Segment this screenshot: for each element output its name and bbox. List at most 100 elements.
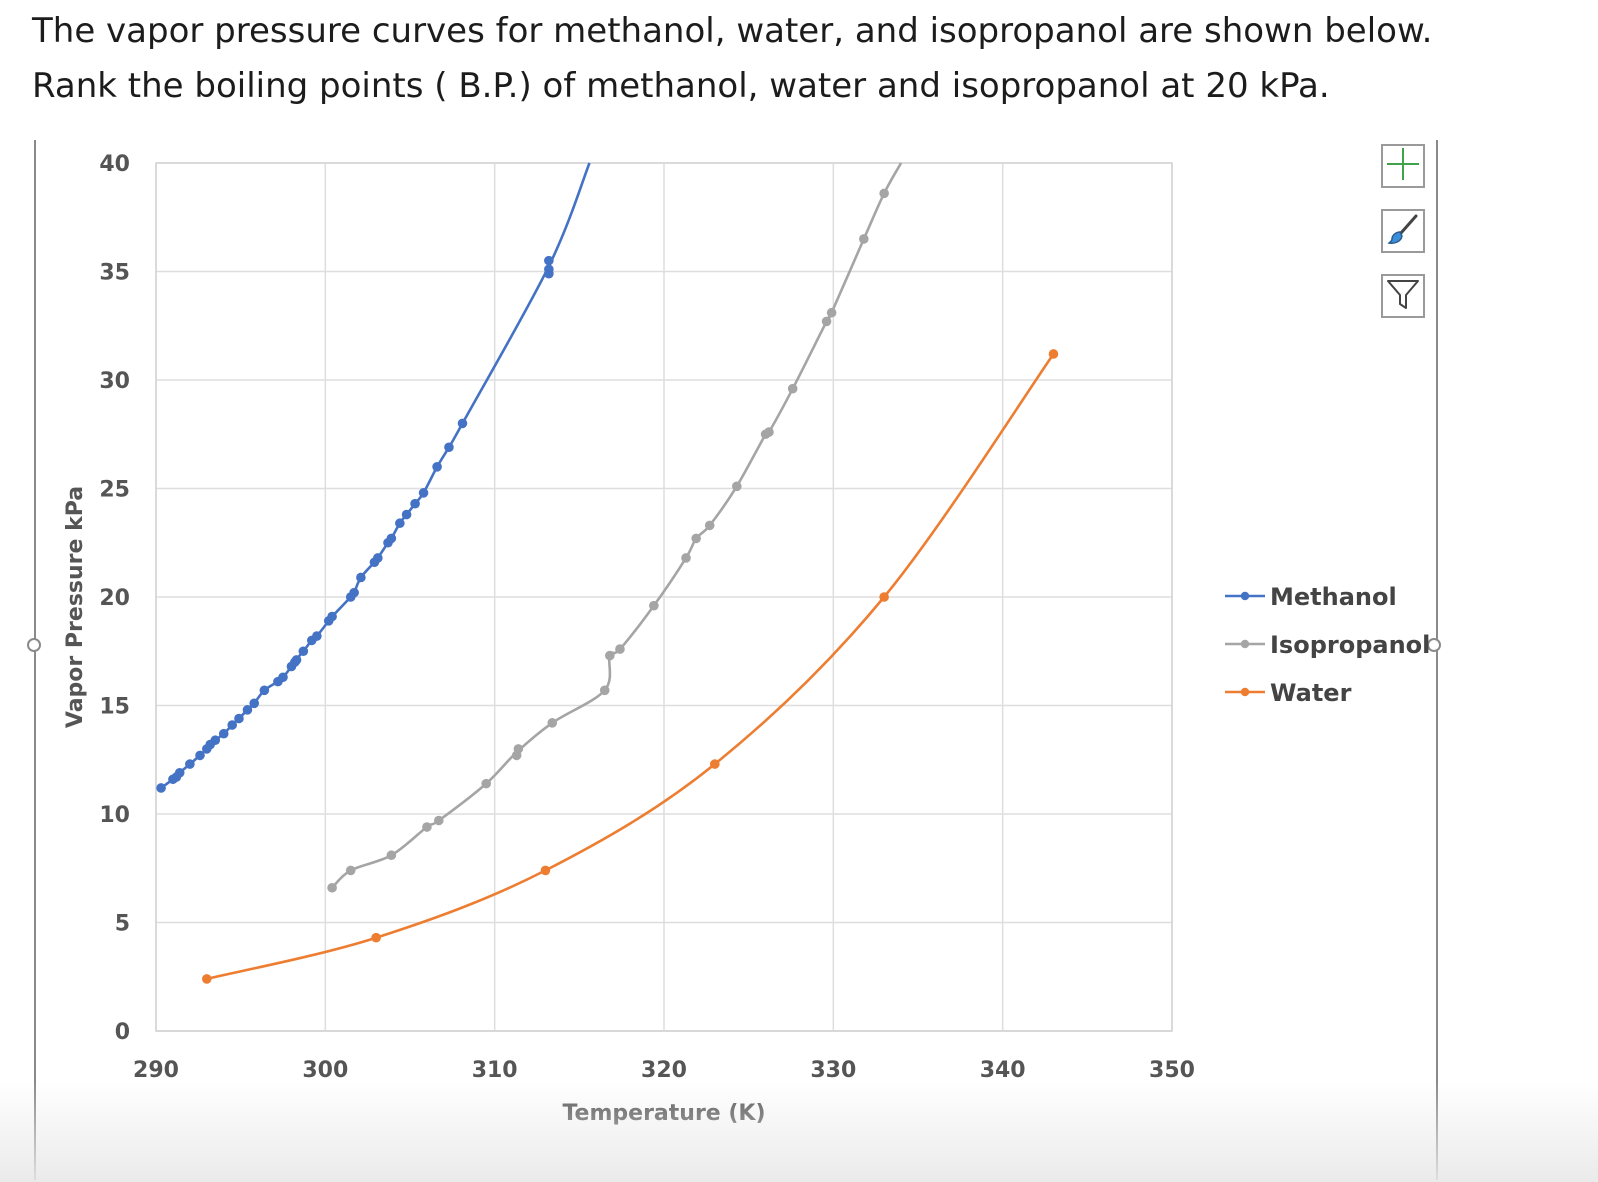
data-point-isopropanol[interactable] — [422, 822, 432, 832]
chart-filters-button[interactable] — [1381, 274, 1425, 318]
data-point-methanol[interactable] — [401, 509, 412, 520]
series-methanol[interactable] — [156, 162, 591, 793]
data-point-isopropanol[interactable] — [681, 553, 691, 563]
legend-swatch-marker — [1240, 639, 1250, 649]
data-point-isopropanol[interactable] — [704, 520, 715, 531]
data-point-isopropanol[interactable] — [547, 718, 558, 728]
legend-entry-isopropanol[interactable]: Isopropanol — [1225, 631, 1430, 659]
data-point-water[interactable] — [540, 865, 551, 876]
data-point-methanol[interactable] — [227, 720, 237, 730]
data-point-isopropanol[interactable] — [345, 865, 356, 876]
legend-label: Methanol — [1270, 583, 1397, 611]
data-point-methanol[interactable] — [249, 698, 260, 709]
data-point-methanol[interactable] — [349, 587, 359, 598]
data-point-methanol[interactable] — [278, 672, 288, 683]
data-point-water[interactable] — [371, 932, 381, 943]
data-point-isopropanol[interactable] — [826, 307, 837, 318]
data-point-water[interactable] — [879, 592, 889, 602]
data-point-isopropanol[interactable] — [764, 427, 774, 437]
data-point-isopropanol[interactable] — [605, 650, 615, 661]
data-point-methanol[interactable] — [218, 728, 229, 739]
data-point-isopropanol[interactable] — [513, 744, 524, 754]
legend-swatch-marker — [1240, 687, 1250, 697]
data-point-isopropanol[interactable] — [481, 778, 492, 789]
gridlines — [155, 162, 1173, 1032]
data-point-methanol[interactable] — [356, 572, 366, 583]
data-point-isopropanol[interactable] — [327, 882, 337, 893]
data-point-methanol[interactable] — [174, 767, 185, 778]
y-tick-label: 25 — [99, 478, 130, 503]
legend-label: Isopropanol — [1270, 631, 1430, 659]
x-tick-label: 320 — [641, 1058, 687, 1083]
data-point-methanol[interactable] — [386, 533, 397, 544]
data-point-methanol[interactable] — [185, 759, 195, 769]
data-point-isopropanol[interactable] — [732, 481, 742, 492]
resize-handle-left[interactable] — [27, 638, 41, 652]
data-point-isopropanol[interactable] — [879, 188, 889, 199]
data-point-methanol[interactable] — [327, 611, 337, 622]
legend-swatch-marker — [1240, 591, 1250, 601]
data-point-methanol[interactable] — [291, 655, 302, 665]
data-point-methanol[interactable] — [544, 264, 554, 275]
x-axis-title: Temperature (K) — [562, 1101, 765, 1126]
x-tick-label: 290 — [133, 1058, 179, 1083]
data-point-isopropanol[interactable] — [599, 685, 610, 696]
data-point-isopropanol[interactable] — [691, 533, 701, 544]
series-water[interactable] — [202, 349, 1059, 984]
legend-entry-water[interactable]: Water — [1225, 679, 1352, 707]
data-point-isopropanol[interactable] — [649, 600, 659, 611]
funnel-icon — [1385, 276, 1421, 317]
legend-entry-methanol[interactable]: Methanol — [1225, 583, 1397, 611]
data-point-methanol[interactable] — [298, 646, 309, 657]
data-point-isopropanol[interactable] — [787, 383, 798, 394]
paintbrush-icon — [1385, 211, 1421, 252]
series-line-water — [206, 353, 1055, 981]
data-point-methanol[interactable] — [544, 255, 554, 266]
data-point-water[interactable] — [710, 759, 720, 769]
data-point-methanol[interactable] — [234, 713, 244, 724]
data-point-methanol[interactable] — [373, 553, 383, 563]
data-point-methanol[interactable] — [410, 498, 420, 509]
y-tick-label: 5 — [115, 912, 130, 937]
data-point-methanol[interactable] — [395, 518, 405, 529]
data-point-isopropanol[interactable] — [821, 316, 832, 327]
chart-styles-button[interactable] — [1381, 209, 1425, 253]
legend-label: Water — [1270, 679, 1352, 707]
series-isopropanol[interactable] — [327, 162, 903, 893]
y-tick-label: 20 — [99, 586, 130, 611]
x-tick-label: 350 — [1149, 1058, 1195, 1083]
resize-handle-right[interactable] — [1427, 638, 1441, 652]
y-tick-label: 15 — [99, 695, 130, 720]
plus-icon — [1385, 146, 1421, 187]
data-point-methanol[interactable] — [457, 418, 468, 429]
chart-frame[interactable] — [34, 140, 1438, 1180]
x-tick-label: 340 — [980, 1058, 1026, 1083]
data-point-methanol[interactable] — [444, 442, 454, 453]
y-axis-title: Vapor Pressure kPa — [63, 486, 88, 728]
data-point-methanol[interactable] — [242, 705, 253, 715]
y-tick-label: 35 — [99, 261, 130, 286]
series-layer — [156, 162, 1059, 984]
y-tick-label: 30 — [99, 369, 130, 394]
data-point-methanol[interactable] — [210, 735, 221, 746]
data-point-methanol[interactable] — [156, 783, 166, 793]
data-point-water[interactable] — [1048, 349, 1059, 359]
data-point-isopropanol[interactable] — [386, 850, 397, 861]
plot-area — [155, 162, 1173, 1032]
data-point-methanol[interactable] — [312, 631, 322, 641]
data-point-methanol[interactable] — [418, 488, 429, 498]
x-tick-label: 310 — [472, 1058, 518, 1083]
y-tick-label: 10 — [99, 803, 130, 828]
x-tick-label: 330 — [810, 1058, 856, 1083]
data-point-isopropanol[interactable] — [615, 644, 625, 654]
data-point-methanol[interactable] — [432, 462, 442, 472]
chart-elements-button[interactable] — [1381, 144, 1425, 188]
x-tick-label: 300 — [302, 1058, 348, 1083]
data-point-isopropanol[interactable] — [859, 234, 869, 244]
question-text: The vapor pressure curves for methanol, … — [32, 4, 1572, 114]
data-point-water[interactable] — [202, 974, 212, 984]
data-point-isopropanol[interactable] — [433, 815, 444, 826]
data-point-methanol[interactable] — [259, 685, 270, 696]
data-point-methanol[interactable] — [195, 750, 205, 761]
